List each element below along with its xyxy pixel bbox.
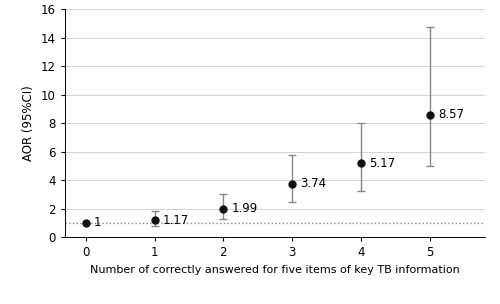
Text: 3.74: 3.74: [300, 177, 326, 190]
Text: 1.99: 1.99: [232, 202, 258, 215]
Text: 8.57: 8.57: [438, 109, 464, 122]
Text: 1: 1: [94, 216, 102, 230]
X-axis label: Number of correctly answered for five items of key TB information: Number of correctly answered for five it…: [90, 265, 460, 275]
Text: 1.17: 1.17: [163, 214, 189, 227]
Text: 5.17: 5.17: [370, 157, 396, 170]
Y-axis label: AOR (95%CI): AOR (95%CI): [22, 85, 36, 161]
